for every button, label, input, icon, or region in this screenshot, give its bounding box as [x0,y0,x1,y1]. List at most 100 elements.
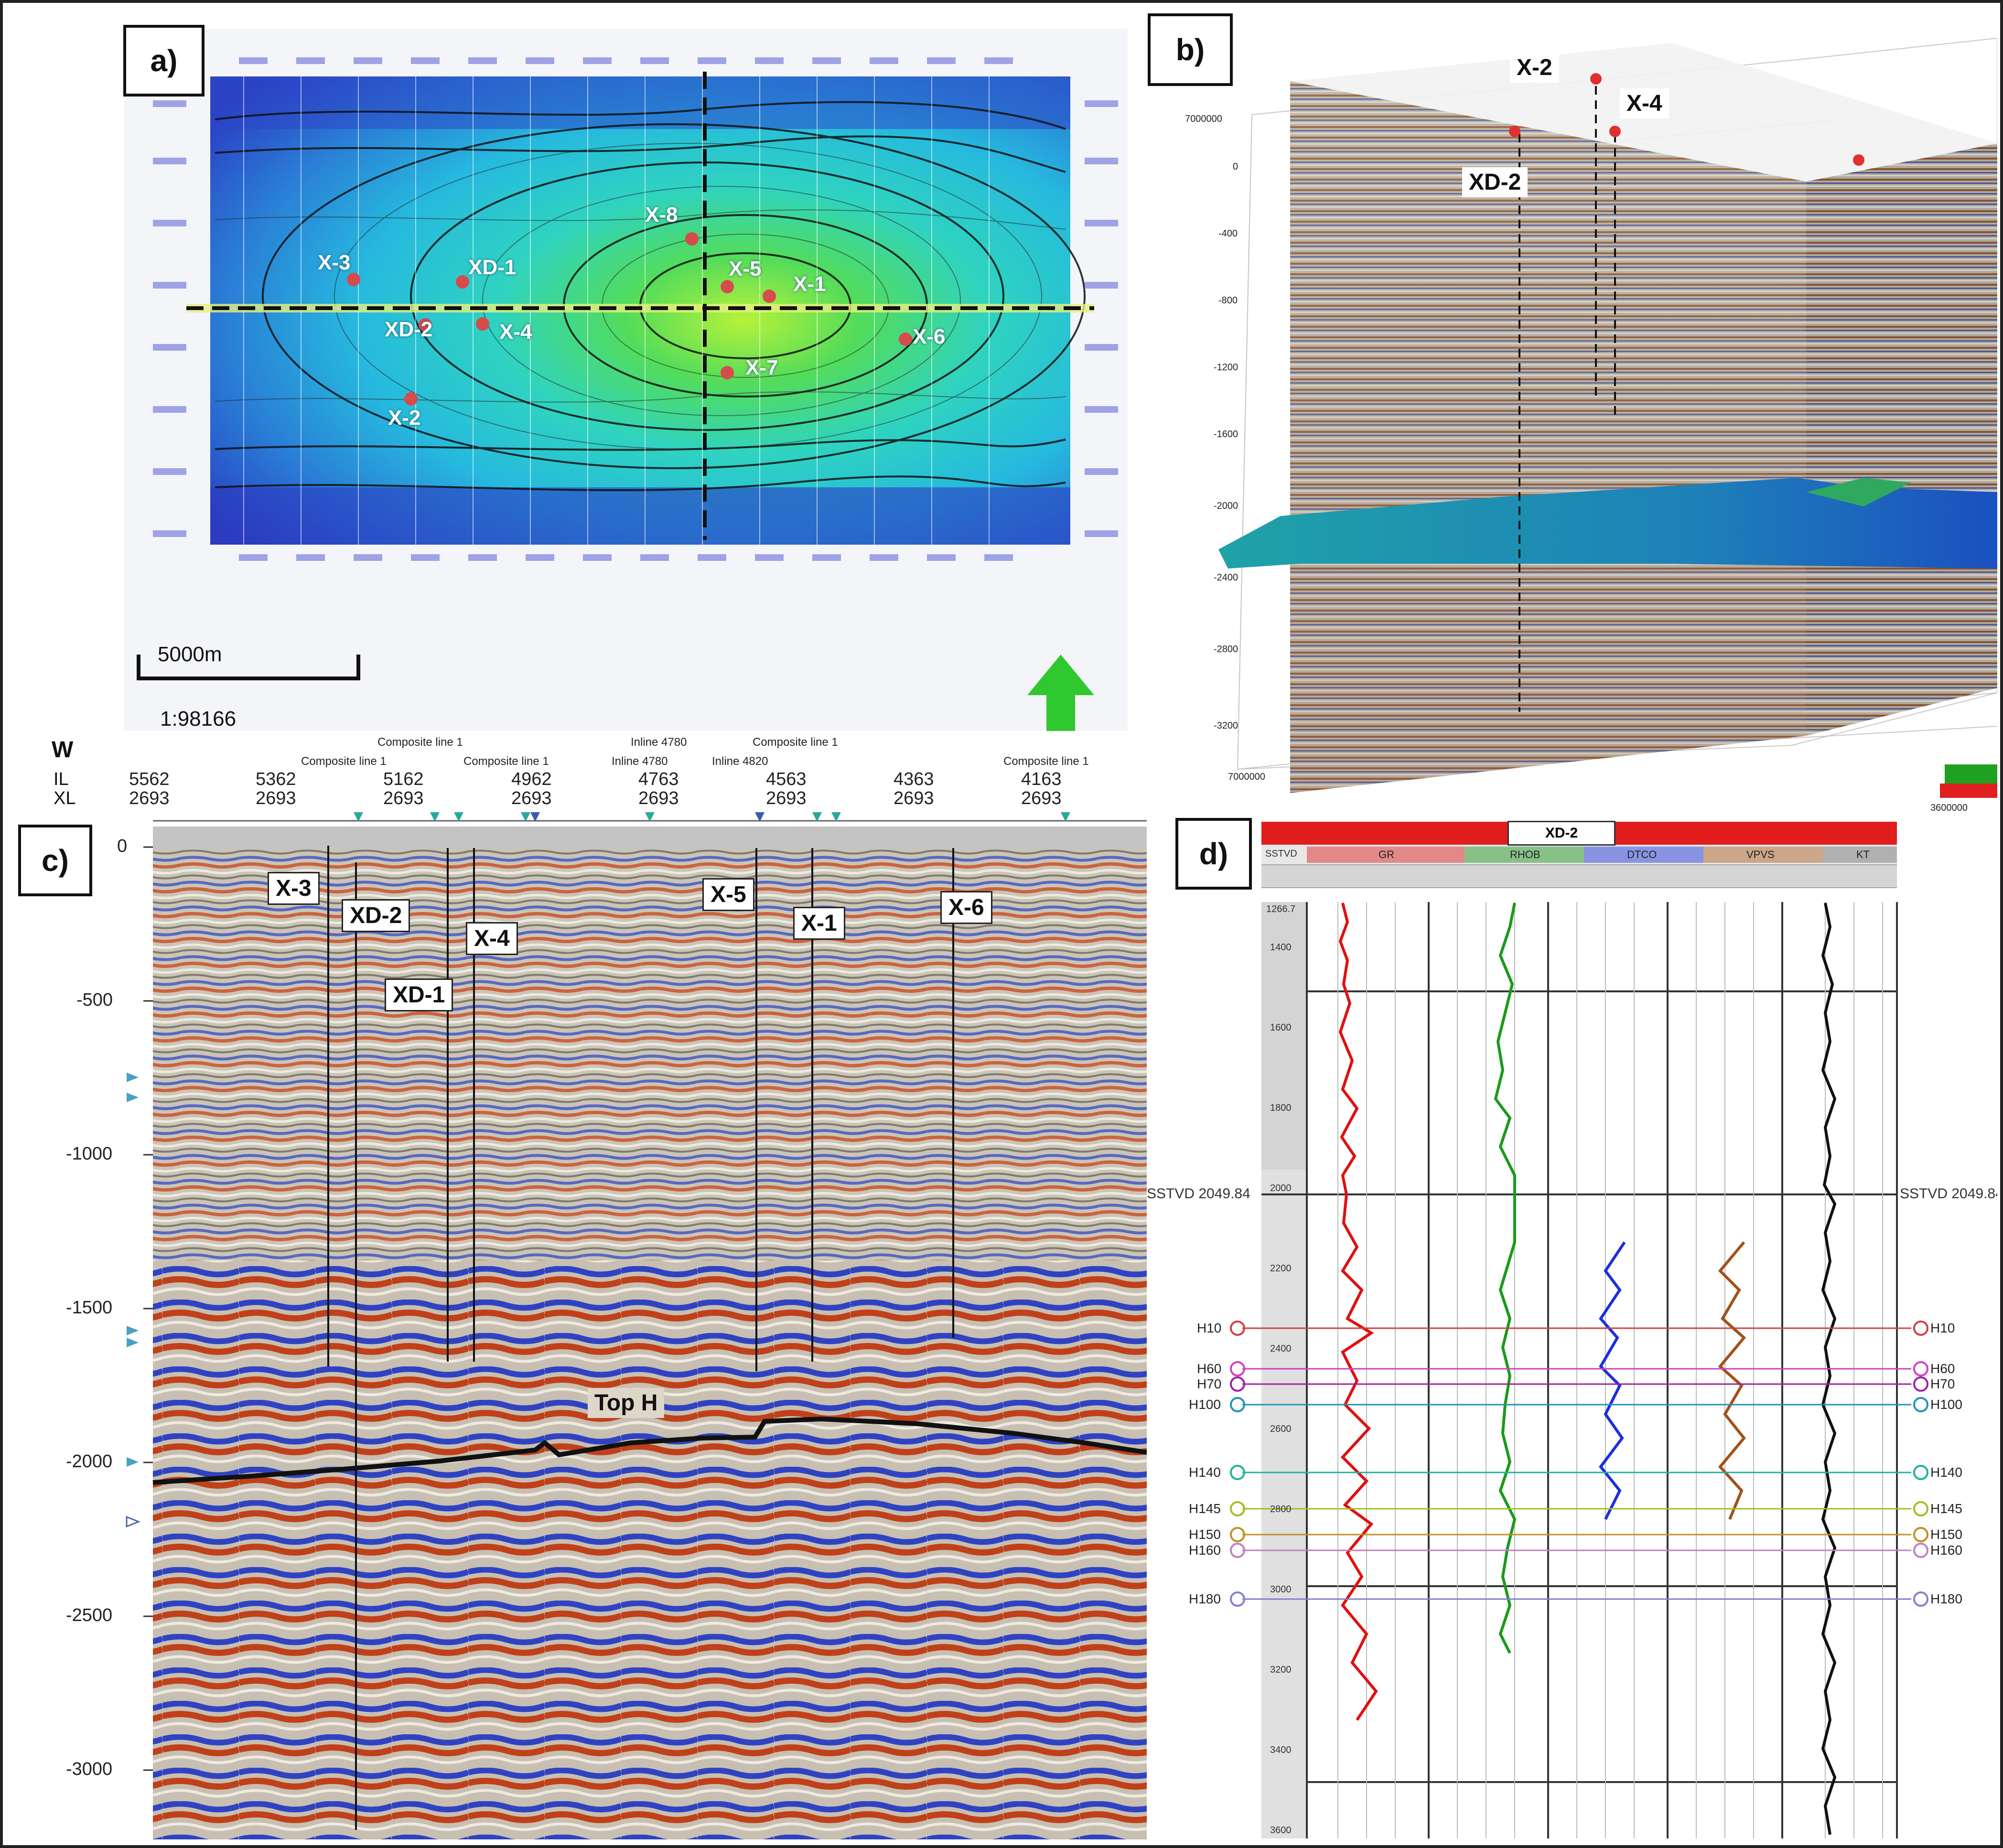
map-well-x2: X-2 [388,406,421,430]
marker-left-h145: H145 [1189,1501,1221,1516]
3d-corner-right: 3600000 [1930,803,1968,813]
map-well-x4: X-4 [499,320,532,344]
3d-depth-tick-2: -400 [1218,228,1238,239]
3d-depth-tick-8: -2800 [1214,644,1238,655]
welllog-canvas [1147,812,1997,1844]
3d-corner-left: 7000000 [1228,772,1265,782]
marker-left-h10: H10 [1197,1321,1222,1335]
marker-left-h100: H100 [1189,1397,1221,1412]
inline-label-2: Inline 4820 [712,755,768,768]
track-header-vpvs: VPVS [1746,849,1775,860]
section-depth-3: -1500 [66,1298,113,1318]
map-scale-ratio: 1:98166 [160,707,237,731]
marker-left-h60: H60 [1197,1361,1222,1376]
inline-label-1: Inline 4780 [612,755,668,768]
section-well-x4: X-4 [466,922,518,955]
log-depth-5: 2200 [1270,1263,1292,1274]
il-value-2: 5162 [383,769,424,789]
section-depth-1: -500 [76,990,113,1010]
section-well-x6: X-6 [940,891,992,924]
log-depth-0: 1266.7 [1266,904,1296,914]
log-depth-9: 3000 [1270,1584,1292,1595]
xl-value-0: 2693 [129,788,170,808]
panel-a-map: X-8 X-3 XD-1 X-5 X-1 XD-2 X-4 X-6 X-7 X-… [124,29,1128,741]
xl-value-3: 2693 [511,788,552,808]
log-depth-7: 2600 [1270,1424,1292,1434]
marker-right-h150: H150 [1930,1527,1962,1542]
marker-right-h60: H60 [1930,1361,1955,1376]
marker-left-h160: H160 [1189,1543,1221,1558]
track-header-dtco: DTCO [1627,849,1657,860]
3d-depth-tick-0: 7000000 [1185,114,1222,124]
log-depth-12: 3600 [1270,1825,1292,1836]
marker-depth-right: SSTVD 2049.84 [1900,1186,1997,1202]
3d-depth-tick-4: -1200 [1214,362,1238,373]
marker-right-h145: H145 [1930,1501,1962,1516]
il-value-3: 4962 [511,769,552,789]
il-value-1: 5362 [256,769,296,789]
section-well-xd2: XD-2 [342,899,410,932]
composite-label-4: Composite line 1 [1003,755,1089,768]
xl-value-6: 2693 [894,788,934,808]
panel-label-d: d) [1175,818,1252,890]
section-well-x1: X-1 [793,907,845,940]
3d-depth-tick-5: -1600 [1214,429,1238,440]
xl-value-4: 2693 [638,788,679,808]
marker-left-h70: H70 [1197,1376,1222,1391]
map-scale-label: 5000m [158,643,222,666]
marker-depth-left: SSTVD 2049.84 [1147,1186,1250,1202]
marker-left-h150: H150 [1189,1527,1221,1542]
panel-label-a: a) [123,25,205,97]
log-depth-3: 1800 [1270,1103,1292,1113]
composite-label-2: Composite line 1 [463,755,549,768]
section-well-x3: X-3 [268,872,320,905]
xl-value-7: 2693 [1021,788,1062,808]
section-direction: W [52,737,74,763]
3d-depth-tick-6: -2000 [1214,501,1238,511]
track-header-kt: KT [1856,849,1870,860]
il-value-0: 5562 [129,769,170,789]
log-depth-8: 2800 [1270,1504,1292,1515]
section-depth-2: -1000 [66,1144,113,1164]
log-depth-2: 1600 [1270,1022,1292,1033]
log-depth-11: 3400 [1270,1745,1292,1755]
composite-label-1: Composite line 1 [301,755,387,768]
marker-right-h180: H180 [1930,1591,1962,1606]
marker-right-h140: H140 [1930,1465,1962,1480]
3d-depth-tick-1: 0 [1233,161,1238,172]
section-xl-label: XL [54,788,76,808]
section-depth-0: 0 [117,836,128,856]
track-header-sstvd: SSTVD [1265,849,1297,859]
section-horizon-label: Top H [588,1388,665,1418]
panel-b-3d-view: 7000000 0 -400 -800 -1200 -1600 -2000 -2… [1147,10,1997,827]
il-value-5: 4563 [766,769,807,789]
panel-c-section: W IL XL 5562 5362 5162 4962 4763 4563 43… [10,731,1147,1839]
panel-label-c: c) [18,825,92,896]
xl-value-5: 2693 [766,788,807,808]
panel-label-b: b) [1148,13,1233,86]
composite-label-3: Composite line 1 [753,736,838,749]
il-value-6: 4363 [894,769,934,789]
marker-right-h70: H70 [1930,1376,1955,1391]
marker-right-h10: H10 [1930,1321,1955,1335]
map-well-x3: X-3 [318,251,351,274]
marker-left-h140: H140 [1189,1465,1221,1480]
3d-depth-tick-3: -800 [1218,295,1238,306]
map-well-x5: X-5 [729,257,762,280]
map-well-x7: X-7 [745,356,778,379]
section-canvas [10,731,1147,1839]
composite-label-0: Composite line 1 [377,736,463,749]
track-header-gr: GR [1378,849,1394,860]
map-well-x1: X-1 [793,272,826,296]
inline-label-0: Inline 4780 [631,736,687,749]
section-depth-6: -3000 [66,1759,113,1779]
marker-right-h100: H100 [1930,1397,1962,1412]
section-il-label: IL [54,769,69,789]
il-value-7: 4163 [1021,769,1062,789]
3d-well-x2: X-2 [1510,53,1559,83]
marker-right-h160: H160 [1930,1543,1962,1558]
map-well-xd1: XD-1 [468,256,517,279]
xl-value-2: 2693 [383,788,424,808]
log-depth-1: 1400 [1270,942,1292,953]
3d-view-canvas [1147,10,1997,827]
